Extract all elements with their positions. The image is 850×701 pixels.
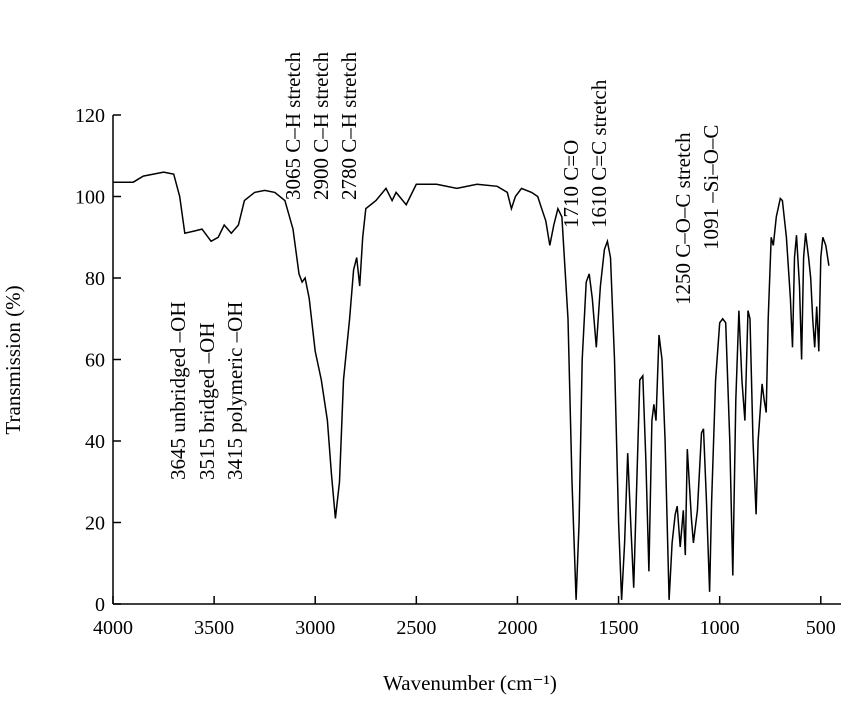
y-tick-label: 120: [75, 105, 105, 127]
x-tick-label: 2500: [396, 617, 436, 639]
y-tick-label: 80: [85, 268, 105, 290]
x-tick-label: 500: [806, 617, 836, 639]
annotation: 1091 –Si–O–C: [699, 125, 723, 250]
x-tick-label: 3500: [194, 617, 234, 639]
annotation: 3065 C–H stretch: [281, 51, 305, 200]
y-tick-label: 20: [85, 513, 105, 535]
y-tick-label: 100: [75, 187, 105, 209]
annotation: 1710 C=O: [559, 140, 583, 228]
y-tick-label: 0: [95, 594, 105, 616]
annotation: 2900 C–H stretch: [309, 51, 333, 200]
annotation: 3515 bridged –OH: [195, 323, 219, 480]
x-tick-label: 1500: [599, 617, 639, 639]
x-tick-label: 3000: [295, 617, 335, 639]
x-tick-label: 4000: [93, 617, 133, 639]
annotation: 1610 C=C stretch: [587, 79, 611, 228]
annotation: 3645 unbridged –OH: [166, 302, 190, 480]
annotation: 1250 C–O–C stretch: [671, 132, 695, 305]
annotation: 2780 C–H stretch: [337, 51, 361, 200]
x-tick-label: 2000: [497, 617, 537, 639]
y-axis-label: Transmission (%): [1, 285, 25, 434]
x-tick-label: 1000: [700, 617, 740, 639]
y-tick-label: 40: [85, 431, 105, 453]
y-tick-label: 60: [85, 350, 105, 372]
x-axis-label: Wavenumber (cm⁻¹): [383, 671, 557, 695]
spectrum-line: [113, 171, 830, 600]
annotation: 3415 polymeric –OH: [223, 302, 247, 480]
